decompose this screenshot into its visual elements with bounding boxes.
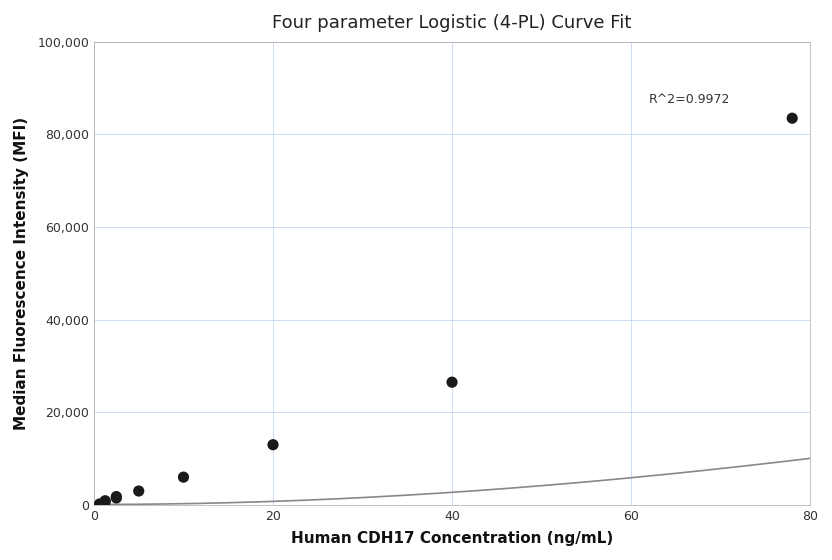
Point [110,492,123,501]
Point [177,473,191,482]
Point [785,114,799,123]
Y-axis label: Median Fluorescence Intensity (MFI): Median Fluorescence Intensity (MFI) [14,117,29,430]
Point [93,500,106,508]
Point [98,496,111,505]
Point [98,497,111,506]
X-axis label: Human CDH17 Concentration (ng/mL): Human CDH17 Concentration (ng/mL) [291,531,613,546]
Point [445,377,458,386]
Point [266,440,280,449]
Title: Four parameter Logistic (4-PL) Curve Fit: Four parameter Logistic (4-PL) Curve Fit [272,14,631,32]
Point [132,487,146,496]
Point [110,493,123,502]
Text: R^2=0.9972: R^2=0.9972 [649,93,730,106]
